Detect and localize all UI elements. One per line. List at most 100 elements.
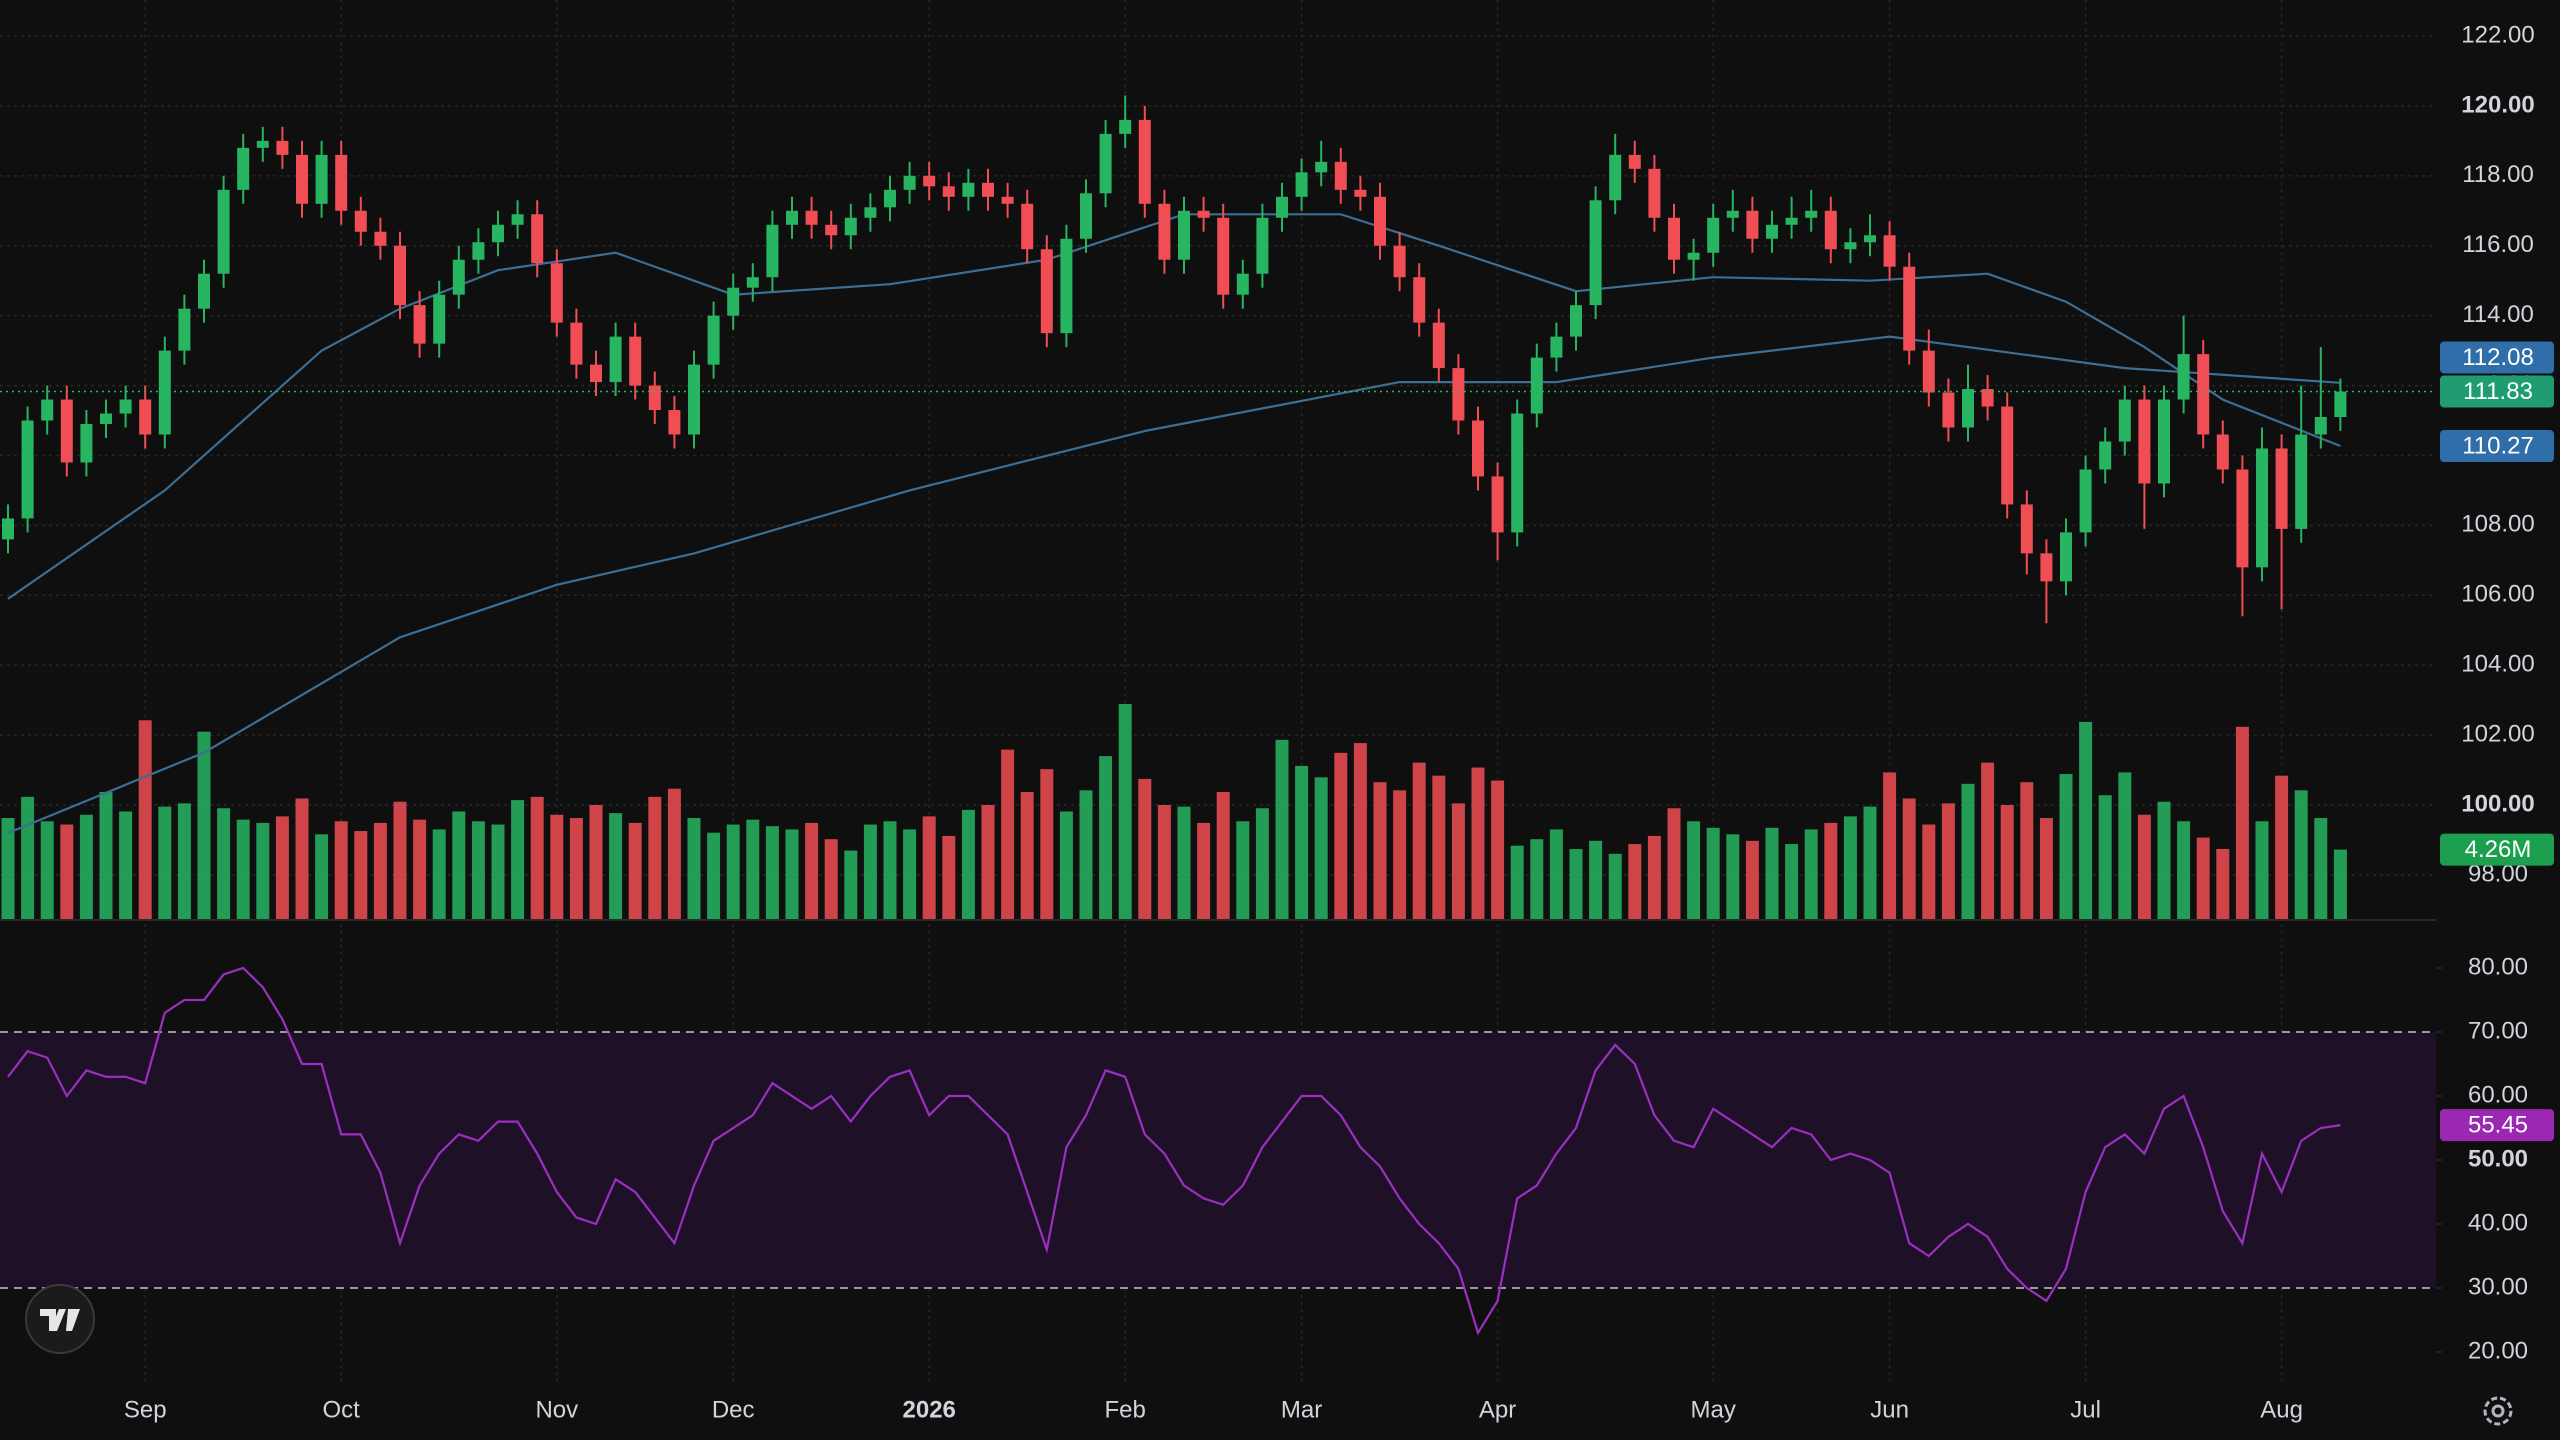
candle-body — [629, 336, 642, 386]
volume-bar — [1530, 839, 1544, 919]
volume-bar — [99, 791, 113, 919]
candle-body — [550, 263, 563, 323]
volume-bar — [413, 819, 427, 919]
volume-bar — [922, 816, 936, 919]
x-tick-label: Jun — [1870, 1396, 1909, 1423]
volume-bar — [1941, 803, 1955, 919]
volume-bar — [2059, 774, 2073, 919]
volume-bar — [217, 808, 231, 919]
volume-bar — [2275, 775, 2289, 919]
volume-bar — [1373, 782, 1387, 919]
candle-body — [531, 214, 544, 264]
axis: 98.00100.00102.00104.00106.00108.00110.0… — [124, 21, 2554, 1423]
candle-body — [982, 182, 994, 197]
volume-bar — [236, 819, 250, 919]
candle-body — [1942, 392, 1955, 428]
candle-body — [2295, 434, 2308, 529]
rsi-band — [0, 1031, 2436, 1288]
volume-bar — [2255, 821, 2269, 919]
volume-bar — [1981, 762, 1995, 919]
candle-body — [511, 214, 524, 225]
logo[interactable] — [25, 1284, 95, 1354]
candle-body — [1138, 119, 1151, 204]
candle-body — [1746, 210, 1759, 239]
volume-bar — [256, 822, 270, 919]
candle-body — [1276, 196, 1288, 218]
volume-bar — [1569, 848, 1583, 919]
x-tick-label: Feb — [1105, 1396, 1146, 1423]
volume-bar — [2020, 782, 2034, 919]
candle-body — [590, 364, 602, 383]
volume-bar — [550, 814, 564, 919]
candle-body — [2314, 417, 2327, 435]
volume-bar — [707, 832, 721, 919]
candle-body — [492, 224, 504, 243]
candle-body — [1824, 210, 1837, 250]
candle-body — [1040, 249, 1053, 334]
candle-body — [217, 189, 230, 274]
volume-bar — [1099, 756, 1113, 919]
candle-body — [903, 175, 916, 190]
volume-bar — [2216, 848, 2230, 919]
volume-bar — [1922, 824, 1936, 919]
volume-bar — [530, 796, 544, 919]
logo-mark — [40, 1309, 80, 1331]
candle-body — [1707, 217, 1720, 253]
candle-body — [1883, 235, 1896, 267]
volume-bar — [569, 818, 583, 919]
candle-body — [1334, 161, 1347, 190]
volume-bar — [1138, 778, 1152, 919]
volume-bar — [648, 796, 662, 919]
volume-bar — [628, 822, 642, 919]
candle-body — [2099, 441, 2112, 470]
rsi-tick-label: 20.00 — [2468, 1337, 2528, 1364]
volume-bar — [1020, 791, 1034, 919]
candle-body — [276, 140, 289, 155]
volume-bar — [2235, 726, 2249, 919]
candle-body — [746, 277, 759, 288]
volume-bar — [863, 824, 877, 919]
y-tick-label: 122.00 — [2461, 21, 2534, 48]
volume-bar — [1510, 845, 1524, 919]
volume-bar — [1216, 791, 1230, 919]
volume-bar — [824, 839, 838, 919]
settings-icon[interactable] — [2483, 1396, 2513, 1426]
volume-bar — [1491, 780, 1505, 919]
candle-body — [1903, 266, 1916, 351]
volume-bar — [1902, 798, 1916, 919]
candle-body — [296, 154, 308, 204]
volume-bar — [1863, 806, 1877, 919]
candle-body — [1491, 476, 1504, 533]
y-tick-label: 100.00 — [2461, 790, 2534, 817]
x-tick-label: 2026 — [903, 1396, 956, 1423]
x-tick-label: May — [1691, 1396, 1736, 1423]
candle-body — [1178, 210, 1190, 260]
volume-bar — [2137, 814, 2151, 919]
volume-bar — [1687, 821, 1701, 919]
volume-bar — [726, 824, 740, 919]
candle-body — [1766, 224, 1778, 239]
candle-body — [727, 287, 740, 316]
candle-body — [688, 364, 700, 435]
volume-bar — [1118, 704, 1132, 919]
rsi-tick-label: 70.00 — [2468, 1017, 2528, 1044]
candle-body — [1001, 196, 1014, 204]
volume-bar — [765, 826, 779, 919]
candle-body — [139, 399, 152, 435]
candle-body — [2177, 354, 2190, 400]
volume-bar — [1314, 777, 1328, 919]
rsi-tick-label: 40.00 — [2468, 1209, 2528, 1236]
volume-bar — [1412, 762, 1426, 919]
volume-bar — [1647, 835, 1661, 919]
candle-body — [1119, 119, 1132, 134]
candle-body — [433, 294, 446, 344]
candle-body — [1432, 322, 1445, 369]
candle-body — [2040, 553, 2053, 582]
volume-bar — [2000, 804, 2014, 919]
candle-body — [570, 322, 583, 365]
x-tick-label: Mar — [1281, 1396, 1322, 1423]
volume-bar — [1001, 749, 1015, 919]
candle-body — [1981, 389, 1994, 407]
volume-bar — [1883, 772, 1897, 919]
